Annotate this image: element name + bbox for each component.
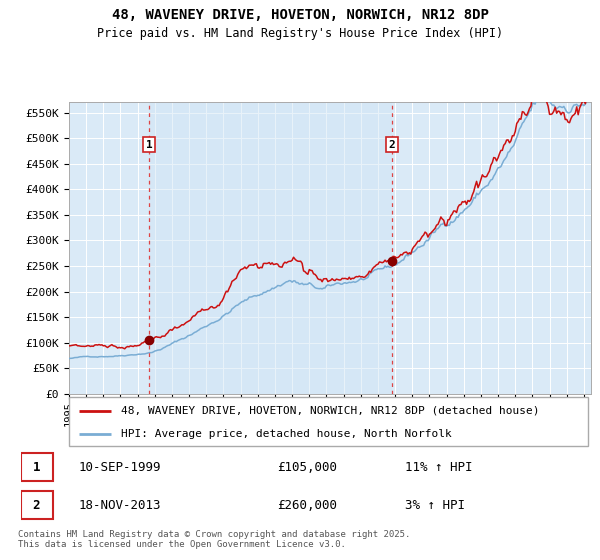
Text: 1: 1 <box>32 461 40 474</box>
Text: 18-NOV-2013: 18-NOV-2013 <box>79 499 161 512</box>
Text: Price paid vs. HM Land Registry's House Price Index (HPI): Price paid vs. HM Land Registry's House … <box>97 27 503 40</box>
Text: 2: 2 <box>389 139 395 150</box>
FancyBboxPatch shape <box>69 398 589 446</box>
Text: 48, WAVENEY DRIVE, HOVETON, NORWICH, NR12 8DP: 48, WAVENEY DRIVE, HOVETON, NORWICH, NR1… <box>112 8 488 22</box>
Text: 10-SEP-1999: 10-SEP-1999 <box>79 461 161 474</box>
FancyBboxPatch shape <box>21 491 53 519</box>
Text: 3% ↑ HPI: 3% ↑ HPI <box>405 499 465 512</box>
Text: £105,000: £105,000 <box>277 461 337 474</box>
Text: £260,000: £260,000 <box>277 499 337 512</box>
Text: Contains HM Land Registry data © Crown copyright and database right 2025.
This d: Contains HM Land Registry data © Crown c… <box>18 530 410 549</box>
Text: 1: 1 <box>146 139 152 150</box>
Text: 11% ↑ HPI: 11% ↑ HPI <box>405 461 472 474</box>
FancyBboxPatch shape <box>21 454 53 482</box>
Text: 48, WAVENEY DRIVE, HOVETON, NORWICH, NR12 8DP (detached house): 48, WAVENEY DRIVE, HOVETON, NORWICH, NR1… <box>121 405 540 416</box>
Text: 2: 2 <box>32 499 40 512</box>
Text: HPI: Average price, detached house, North Norfolk: HPI: Average price, detached house, Nort… <box>121 429 452 439</box>
Bar <box>149 102 392 394</box>
